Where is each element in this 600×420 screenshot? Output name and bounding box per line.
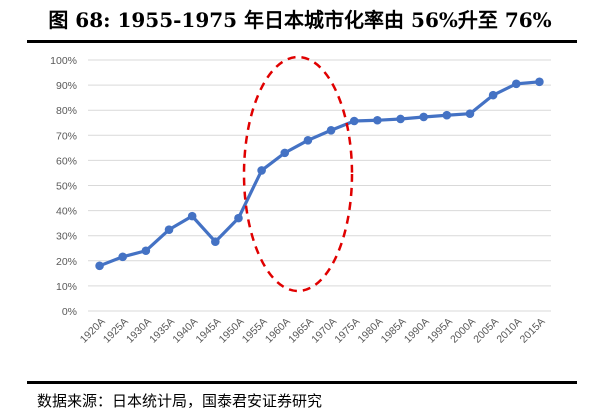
y-tick-label: 0%	[62, 306, 77, 318]
line-chart: 0%10%20%30%40%50%60%70%80%90%100% 1920A1…	[50, 55, 551, 346]
data-point	[234, 213, 243, 223]
x-tick-label: 1935A	[147, 316, 177, 346]
data-point	[211, 237, 220, 247]
data-point	[535, 77, 544, 87]
x-tick-label: 1970A	[309, 316, 339, 346]
y-tick-label: 60%	[56, 155, 77, 167]
data-point	[280, 148, 290, 158]
x-tick-label: 1925A	[101, 316, 131, 346]
x-tick-label: 1950A	[217, 316, 247, 346]
x-tick-label: 2015A	[518, 316, 548, 346]
data-point	[141, 246, 151, 256]
x-tick-label: 1955A	[240, 316, 270, 346]
x-tick-label: 1985A	[379, 316, 409, 346]
source-note: 数据来源：日本统计局，国泰君安证券研究	[37, 392, 323, 410]
x-axis-ticks: 1920A1925A1930A1935A1940A1945A1950A1955A…	[78, 316, 548, 346]
y-tick-label: 80%	[56, 105, 77, 117]
data-point	[164, 225, 174, 234]
y-tick-label: 10%	[56, 281, 77, 293]
data-point	[187, 211, 197, 221]
x-tick-label: 1980A	[356, 316, 386, 346]
source-divider	[27, 381, 577, 384]
data-point	[303, 136, 313, 145]
data-point	[257, 166, 266, 175]
data-point	[465, 109, 475, 119]
y-axis-ticks: 0% 10% 20% 30% 40% 50% 60% 70% 80% 90% 100%	[50, 55, 77, 318]
x-tick-label: 1975A	[332, 316, 362, 346]
data-point	[396, 114, 405, 124]
y-tick-label: 30%	[56, 231, 77, 243]
data-point	[326, 125, 336, 135]
y-tick-label: 20%	[56, 256, 77, 268]
data-point	[349, 116, 359, 126]
x-tick-label: 2005A	[471, 316, 501, 346]
chart-title: 图 68: 1955-1975 年日本城市化率由 56%升至 76%	[48, 8, 552, 32]
data-point	[95, 261, 104, 271]
y-tick-label: 70%	[56, 130, 77, 142]
y-tick-label: 50%	[56, 181, 77, 193]
x-tick-label: 1930A	[124, 316, 154, 346]
x-tick-label: 1995A	[425, 316, 455, 346]
x-tick-label: 1945A	[193, 316, 223, 346]
data-point	[511, 79, 521, 89]
x-tick-label: 2010A	[494, 316, 524, 346]
highlight-ellipse	[242, 55, 354, 293]
y-tick-label: 100%	[50, 55, 77, 67]
data-point	[488, 90, 498, 100]
urbanization-series	[95, 77, 544, 271]
y-tick-label: 90%	[56, 80, 77, 92]
x-tick-label: 1940A	[170, 316, 200, 346]
gridlines	[88, 59, 551, 312]
x-tick-label: 1920A	[78, 316, 108, 346]
data-point	[118, 252, 128, 262]
x-tick-label: 1965A	[286, 316, 316, 346]
title-divider	[27, 40, 577, 43]
x-tick-label: 1990A	[402, 316, 432, 346]
data-point	[442, 110, 452, 120]
data-point	[419, 112, 428, 122]
x-tick-label: 2000A	[448, 316, 478, 346]
series-line	[98, 80, 540, 268]
x-tick-label: 1960A	[263, 316, 293, 346]
y-tick-label: 40%	[56, 206, 77, 218]
data-point	[373, 115, 382, 125]
